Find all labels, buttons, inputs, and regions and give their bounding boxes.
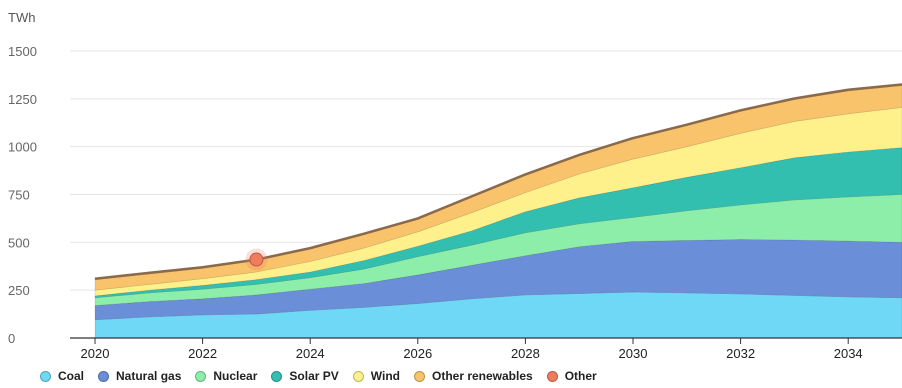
highlight-point[interactable] <box>249 252 264 267</box>
y-tick-label: 1000 <box>8 140 37 155</box>
area-solar-pv <box>94 147 902 299</box>
legend-label: Coal <box>58 369 85 383</box>
legend-swatch <box>195 370 207 382</box>
x-tick-label: 2022 <box>188 346 217 361</box>
legend-label: Natural gas <box>116 369 182 383</box>
y-axis-unit-label: TWh <box>8 10 36 25</box>
legend-swatch <box>98 370 110 382</box>
legend-item-nuclear[interactable]: Nuclear <box>195 369 257 383</box>
highlight-layer <box>245 248 268 271</box>
legend: Coal Natural gas Nuclear Solar PV Wind Other … <box>40 369 597 383</box>
x-tick-label: 2030 <box>619 346 648 361</box>
y-tick-label: 750 <box>8 188 30 203</box>
y-tick-label: 0 <box>8 331 15 346</box>
legend-swatch <box>413 370 425 382</box>
legend-label: Solar PV <box>289 369 339 383</box>
x-tick-label: 2032 <box>726 346 755 361</box>
legend-label: Other renewables <box>431 369 533 383</box>
legend-item-natural-gas[interactable]: Natural gas <box>98 369 181 383</box>
legend-swatch <box>40 370 51 382</box>
x-tick-label: 2028 <box>511 346 540 361</box>
legend-label: Nuclear <box>213 369 258 383</box>
legend-item-wind[interactable]: Wind <box>352 369 400 383</box>
area-series-layer <box>94 83 902 339</box>
y-tick-label: 500 <box>8 235 30 250</box>
y-tick-label: 1250 <box>8 92 37 107</box>
x-tick-label: 2020 <box>81 346 110 361</box>
legend-swatch <box>271 370 283 382</box>
axes: 0 250 500 750 1000 1250 1500 2020 2022 2024 2026 20… <box>8 44 902 361</box>
legend-item-other[interactable]: Other <box>546 369 597 383</box>
y-tick-label: 1500 <box>8 44 37 59</box>
x-tick-label: 2026 <box>403 346 432 361</box>
legend-item-coal[interactable]: Coal <box>40 369 84 383</box>
total-outline <box>94 83 902 280</box>
y-tick-label: 250 <box>8 283 30 298</box>
legend-swatch <box>352 370 364 382</box>
legend-label: Other <box>564 369 597 383</box>
legend-item-other-renewables[interactable]: Other renewables <box>413 369 533 383</box>
legend-item-solar-pv[interactable]: Solar PV <box>271 369 339 383</box>
legend-swatch <box>546 370 558 382</box>
x-tick-label: 2024 <box>296 346 325 361</box>
x-tick-label: 2034 <box>834 346 863 361</box>
legend-label: Wind <box>370 369 400 383</box>
